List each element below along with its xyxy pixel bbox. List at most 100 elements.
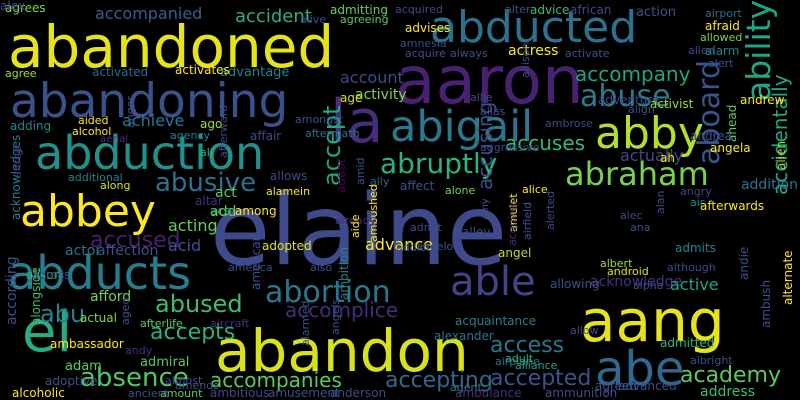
cloud-word: aide <box>349 214 362 238</box>
cloud-word: aged <box>119 297 132 325</box>
cloud-word: alcoholic <box>12 386 65 400</box>
cloud-word: additional <box>68 171 123 184</box>
cloud-word: affair <box>250 129 282 143</box>
cloud-word: abusive <box>155 168 257 198</box>
cloud-word: abortion <box>265 275 391 310</box>
cloud-word: alexander <box>434 329 494 343</box>
cloud-word: account <box>340 68 404 87</box>
cloud-word: aang <box>580 287 725 355</box>
cloud-word: addition <box>740 177 798 193</box>
cloud-word: agrees <box>5 1 46 15</box>
cloud-word: airport <box>705 7 742 20</box>
cloud-word: alpha <box>633 279 664 292</box>
cloud-word: altar <box>195 194 223 208</box>
cloud-word: alternate <box>781 250 795 305</box>
cloud-word: abandoning <box>10 74 289 129</box>
cloud-word: acquires <box>506 199 519 246</box>
cloud-word: ambitious <box>210 386 270 400</box>
cloud-word: accompanies <box>210 368 342 392</box>
cloud-word: agent <box>450 381 482 394</box>
cloud-word: angry <box>680 185 712 198</box>
cloud-word: african <box>570 3 612 17</box>
cloud-word: ali <box>200 146 213 159</box>
cloud-word: aaron <box>395 42 584 119</box>
cloud-word: alerted <box>544 190 557 230</box>
cloud-word: almost <box>165 374 203 387</box>
cloud-word: anderson <box>330 386 387 400</box>
cloud-word: america <box>228 261 273 274</box>
cloud-word: adult <box>505 352 534 365</box>
cloud-word: always <box>450 47 488 60</box>
cloud-word: activated <box>92 65 149 79</box>
cloud-word: alarm <box>705 44 740 58</box>
cloud-word: admitted <box>660 336 715 350</box>
cloud-word: abduction <box>35 126 265 180</box>
cloud-word: actually <box>620 146 684 165</box>
cloud-word: accepted <box>490 366 592 391</box>
cloud-word: alice <box>522 183 548 196</box>
cloud-word: activist <box>650 97 694 111</box>
cloud-word: advice <box>530 3 570 17</box>
cloud-word: abruptly <box>380 147 498 180</box>
cloud-word: angels <box>329 298 342 335</box>
cloud-word: align <box>628 103 655 116</box>
cloud-word: afraid <box>705 19 740 33</box>
cloud-word: andrew <box>740 93 785 107</box>
cloud-word: alan <box>654 190 667 214</box>
cloud-word: alison <box>26 268 62 282</box>
cloud-word: accused <box>90 228 181 253</box>
cloud-word: afterwards <box>700 199 765 213</box>
cloud-word: acquire <box>405 47 446 60</box>
cloud-word: age <box>340 91 363 105</box>
cloud-word: amongst <box>295 113 344 126</box>
cloud-word: accepts <box>150 320 236 345</box>
cloud-word: acquaintance <box>455 314 537 328</box>
cloud-word: abandon <box>215 317 469 385</box>
cloud-word: ambulance <box>455 386 522 400</box>
cloud-word: la <box>330 87 384 157</box>
cloud-word: alcohol <box>72 125 112 138</box>
cloud-word: abused <box>155 290 243 318</box>
cloud-word: accident <box>235 6 312 27</box>
cloud-word: alert <box>708 57 734 70</box>
cloud-word: agreeing <box>340 13 389 26</box>
cloud-word: alec <box>620 209 643 222</box>
cloud-word: american <box>249 233 263 290</box>
cloud-word: alone <box>445 184 476 197</box>
cloud-word: along <box>100 179 131 192</box>
cloud-word: el <box>22 300 73 365</box>
cloud-word: abbey <box>20 186 156 237</box>
cloud-word: angela <box>710 141 751 155</box>
cloud-word: affection <box>97 243 159 259</box>
cloud-word: active <box>670 275 719 294</box>
cloud-word: alien <box>774 140 788 170</box>
cloud-word: activates <box>175 63 230 77</box>
cloud-word: android <box>607 265 649 278</box>
cloud-word: absence <box>80 363 189 393</box>
cloud-word: accuses <box>505 131 586 155</box>
cloud-word: adventure <box>598 93 660 107</box>
cloud-word: aerial <box>100 134 129 145</box>
cloud-word: andie <box>737 246 751 280</box>
cloud-word: ancient <box>128 387 169 400</box>
cloud-word: activity <box>355 87 407 103</box>
cloud-word: acquired <box>395 3 443 16</box>
cloud-word: allows <box>270 169 308 183</box>
cloud-word: agree <box>5 67 37 80</box>
cloud-word: add <box>210 204 237 220</box>
cloud-word: ana <box>630 221 651 234</box>
cloud-word: admiral <box>140 355 190 370</box>
cloud-word: amid <box>354 157 367 186</box>
cloud-word: academy <box>680 363 782 388</box>
cloud-word: aftermath <box>305 127 360 140</box>
cloud-word: adam <box>65 359 102 374</box>
cloud-word: angelo <box>416 240 454 253</box>
cloud-word: although <box>667 261 716 274</box>
cloud-word: alive <box>300 13 327 26</box>
cloud-word: address <box>700 384 756 400</box>
cloud-word: alarmed <box>299 300 312 346</box>
cloud-word: acting <box>168 216 218 235</box>
cloud-word: anger <box>124 96 137 128</box>
cloud-word: admits <box>675 241 716 255</box>
cloud-word: amy <box>480 198 491 220</box>
